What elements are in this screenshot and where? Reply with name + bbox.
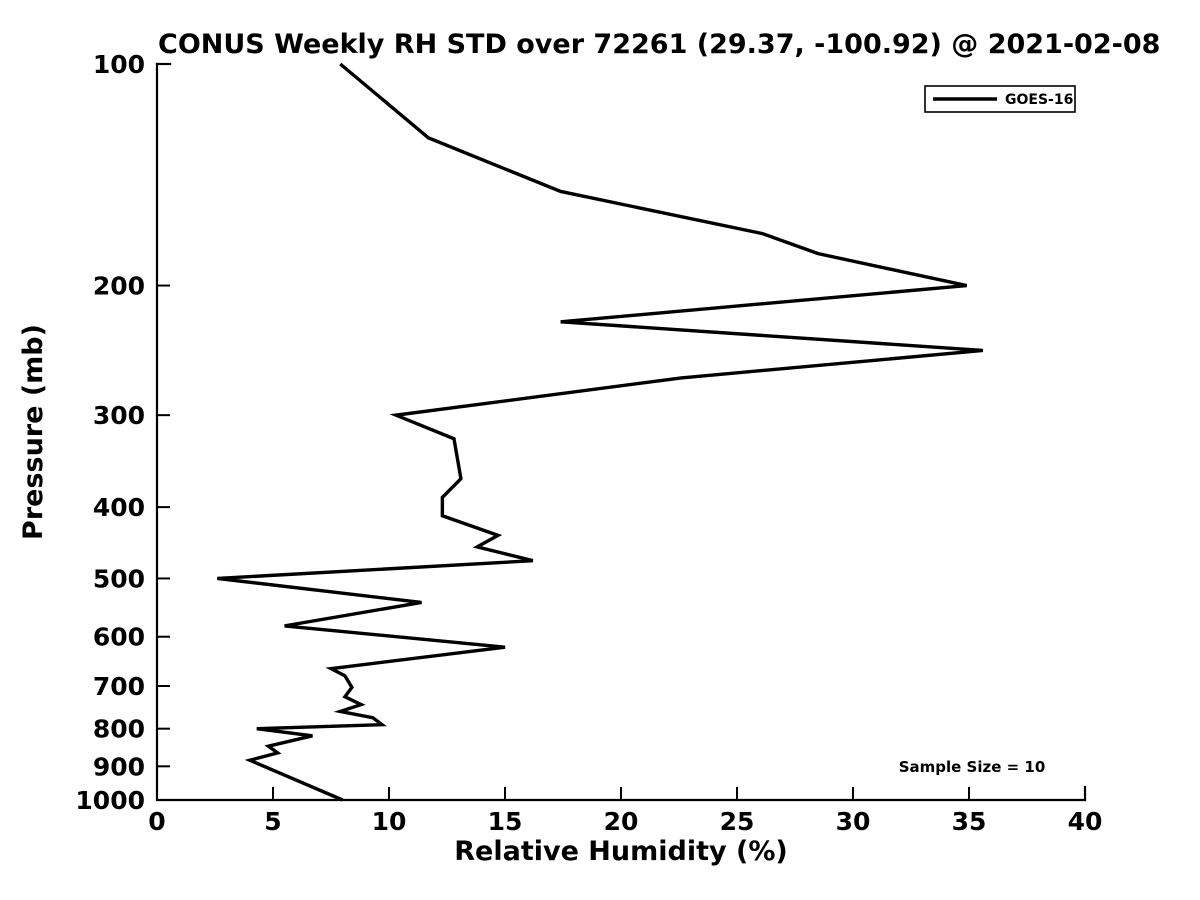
sample-size-annotation: Sample Size = 10 — [899, 758, 1046, 776]
x-tick-label: 30 — [836, 807, 871, 836]
x-tick-label: 20 — [604, 807, 639, 836]
y-tick-label: 200 — [93, 272, 145, 301]
y-axis-ticks: 100 200 300 400 500 600 700 800 900 1000 — [75, 50, 170, 815]
x-tick-label: 0 — [148, 807, 165, 836]
x-axis-ticks: 0 5 10 15 20 25 30 35 40 — [148, 787, 1102, 836]
y-tick-label: 1000 — [75, 786, 145, 815]
data-line-goes-16 — [217, 62, 984, 802]
x-axis-title: Relative Humidity (%) — [454, 836, 787, 867]
y-tick-label: 100 — [93, 50, 145, 79]
y-tick-label: 400 — [93, 493, 145, 522]
y-axis-title: Pressure (mb) — [18, 324, 49, 540]
x-tick-label: 40 — [1068, 807, 1103, 836]
y-tick-label: 800 — [93, 715, 145, 744]
chart-title: CONUS Weekly RH STD over 72261 (29.37, -… — [158, 29, 1160, 60]
x-tick-label: 5 — [264, 807, 281, 836]
plot-frame — [155, 62, 1087, 802]
y-tick-label: 900 — [93, 752, 145, 781]
x-tick-label: 10 — [372, 807, 407, 836]
y-tick-label: 500 — [93, 564, 145, 593]
x-tick-label: 25 — [720, 807, 755, 836]
legend-label-goes-16: GOES-16 — [1005, 92, 1073, 108]
x-tick-label: 15 — [488, 807, 523, 836]
data-series-group — [217, 62, 984, 802]
y-tick-label: 600 — [93, 623, 145, 652]
x-tick-label: 35 — [952, 807, 987, 836]
y-tick-label: 700 — [93, 672, 145, 701]
y-tick-label: 300 — [93, 401, 145, 430]
legend[interactable]: GOES-16 — [924, 85, 1076, 113]
